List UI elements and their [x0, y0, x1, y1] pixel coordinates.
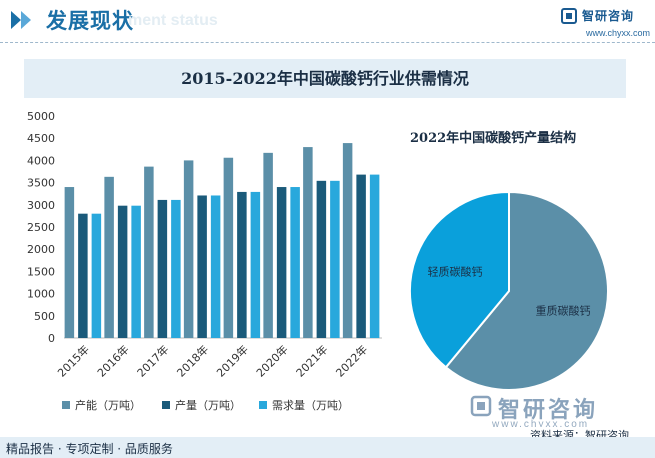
bar — [183, 160, 194, 338]
chart-title-band — [24, 59, 626, 98]
x-tick-label: 2017年 — [134, 342, 171, 379]
pie-slice-label: 重质碳酸钙 — [536, 303, 591, 317]
y-tick-label: 0 — [48, 332, 55, 345]
y-tick-label: 3000 — [27, 199, 55, 212]
bar — [171, 199, 181, 338]
bar — [356, 174, 366, 338]
legend-swatch — [62, 401, 70, 409]
bar — [316, 180, 327, 338]
chart-title: 2015-2022年中国碳酸钙行业供需情况 — [181, 69, 469, 88]
y-tick-label: 4000 — [27, 154, 55, 167]
header-logo-icon — [11, 11, 31, 29]
y-tick-label: 3500 — [27, 177, 55, 190]
y-tick-label: 1000 — [27, 288, 55, 301]
footer-brand: 智研咨询 — [498, 398, 599, 423]
bar — [197, 195, 207, 338]
y-tick-label: 500 — [34, 310, 55, 323]
y-tick-label: 5000 — [27, 110, 55, 123]
bar — [303, 147, 313, 338]
x-tick-label: 2019年 — [214, 342, 251, 379]
x-tick-label: 2016年 — [94, 342, 131, 379]
footer-band — [0, 437, 655, 458]
brand-logo-icon — [561, 8, 577, 24]
y-tick-label: 4500 — [27, 132, 55, 145]
bar — [117, 205, 128, 338]
bar — [210, 195, 221, 338]
pie-slice — [409, 190, 510, 369]
bar — [64, 187, 75, 338]
brand-name: 智研咨询 — [582, 9, 635, 23]
bar — [91, 213, 102, 338]
header-divider — [0, 42, 655, 43]
legend-swatch — [259, 401, 267, 409]
x-tick-label: 2022年 — [333, 342, 370, 379]
bar — [290, 187, 300, 338]
y-tick-label: 1500 — [27, 265, 55, 278]
y-tick-label: 2000 — [27, 243, 55, 256]
bar — [223, 157, 234, 338]
bar — [250, 191, 261, 338]
legend-label: 产能（万吨） — [75, 398, 141, 412]
legend-label: 产量（万吨） — [175, 398, 241, 412]
y-tick-label: 2500 — [27, 221, 55, 234]
legend-label: 需求量（万吨） — [272, 399, 349, 412]
pie-slice-label: 轻质碳酸钙 — [427, 265, 482, 279]
bar — [276, 187, 287, 338]
pie-slice — [444, 190, 609, 391]
footer-logo-icon — [470, 395, 492, 417]
page-section-subtitle: ment status — [128, 12, 218, 29]
x-tick-label: 2018年 — [174, 342, 211, 379]
bar — [157, 199, 168, 338]
bar — [104, 176, 114, 338]
bar — [369, 174, 380, 338]
bar — [237, 191, 247, 338]
bar — [144, 166, 154, 338]
bar — [263, 152, 273, 338]
x-tick-label: 2015年 — [55, 342, 92, 379]
pie-chart-title: 2022年中国碳酸钙产量结构 — [410, 131, 577, 146]
page-section-title: 发展现状 — [46, 9, 134, 33]
x-tick-label: 2021年 — [293, 342, 330, 379]
x-tick-label: 2020年 — [253, 342, 290, 379]
bar — [342, 143, 353, 338]
footer-url: www.chyxx.com — [492, 419, 590, 430]
bar — [330, 180, 340, 338]
bar — [131, 205, 141, 338]
brand-url: www.chyxx.com — [586, 28, 651, 38]
legend-swatch — [162, 401, 170, 409]
footer-slogan: 精品报告 · 专项定制 · 品质服务 — [6, 442, 173, 456]
bar — [78, 213, 88, 338]
